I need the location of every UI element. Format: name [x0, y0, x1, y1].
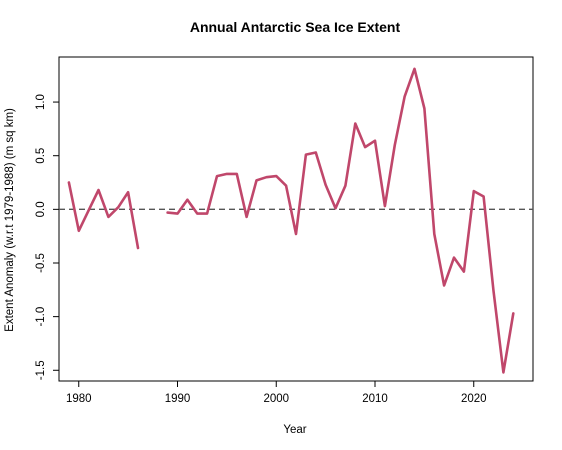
y-tick-label: 1.0	[35, 94, 47, 110]
y-tick-label: 0.5	[35, 148, 47, 164]
x-tick-label: 2010	[362, 393, 388, 405]
series-line-segment	[166, 67, 515, 374]
x-axis-label: Year	[283, 424, 306, 436]
series-line-segment	[67, 181, 140, 250]
y-tick-label: -1.0	[35, 307, 47, 327]
x-tick-label: 2000	[263, 393, 289, 405]
y-tick-label: 0.0	[35, 201, 47, 217]
x-tick-label: 1990	[165, 393, 191, 405]
y-tick-label: -1.5	[35, 360, 47, 380]
axes-ticks: 1980 1990 2000 2010 2020 -1.5 -1.0 -0.5 0.0 0.5 1.…	[35, 94, 487, 405]
y-tick-label: -0.5	[35, 253, 47, 273]
x-tick-label: 1980	[66, 393, 92, 405]
series-group	[67, 67, 515, 374]
x-tick-label: 2020	[461, 393, 487, 405]
chart-title: Annual Antarctic Sea Ice Extent	[190, 19, 401, 35]
plot-frame	[58, 56, 534, 382]
y-axis-label: Extent Anomaly (w.r.t 1979-1988) (m sq k…	[4, 108, 16, 332]
